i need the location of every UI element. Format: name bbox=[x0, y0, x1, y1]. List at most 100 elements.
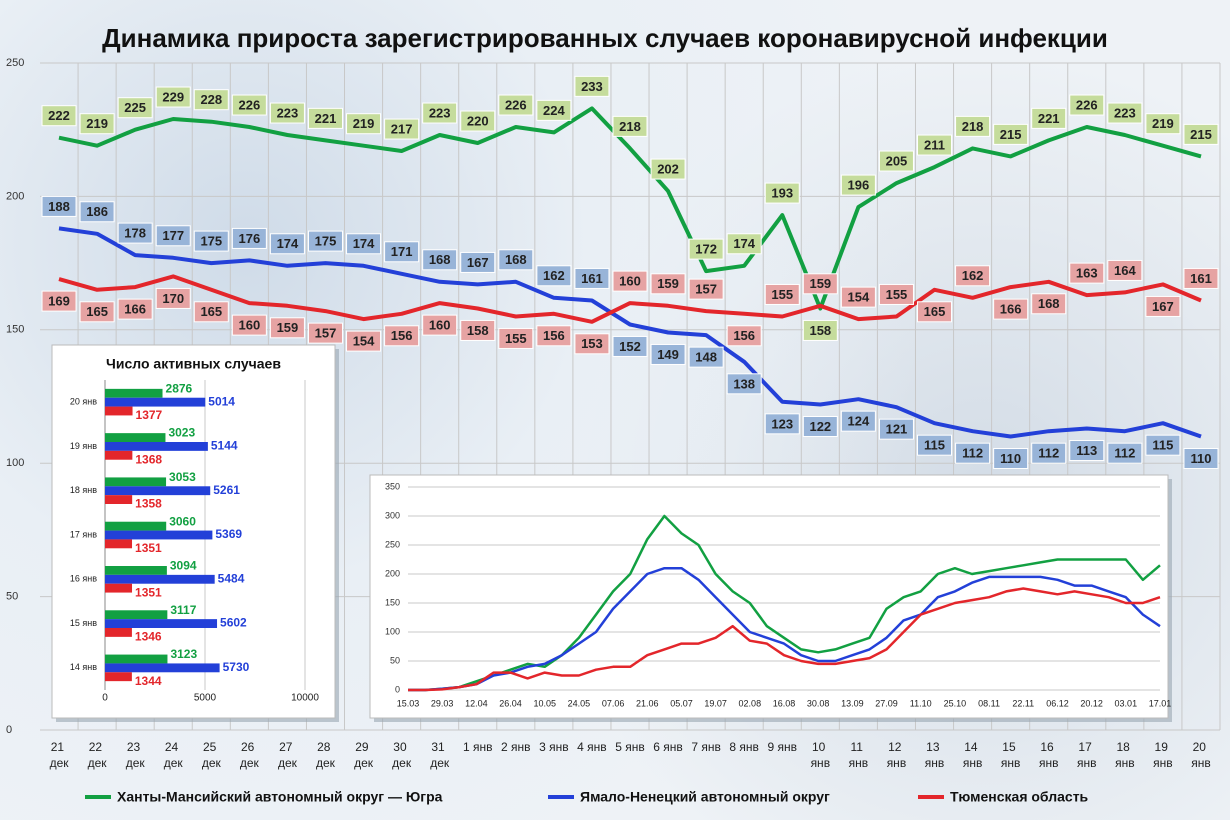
x-tick-label: 2 янв bbox=[501, 740, 531, 754]
y-tick-label: 250 bbox=[385, 539, 400, 549]
bar bbox=[105, 619, 218, 628]
series-line bbox=[58, 106, 1202, 311]
x-tick-label: 13.09 bbox=[841, 698, 864, 708]
data-label-box bbox=[422, 314, 458, 336]
x-tick-label: 26.04 bbox=[499, 698, 522, 708]
data-label: 174 bbox=[353, 236, 375, 251]
data-label-box bbox=[460, 319, 496, 341]
data-label: 156 bbox=[733, 328, 755, 343]
data-label-box bbox=[917, 301, 953, 323]
data-label: 162 bbox=[543, 268, 565, 283]
data-label: 159 bbox=[657, 276, 679, 291]
data-label-box bbox=[764, 413, 800, 435]
data-label-box bbox=[346, 233, 382, 255]
data-label-box bbox=[1069, 262, 1105, 284]
data-label: 149 bbox=[657, 347, 679, 362]
data-label: 170 bbox=[162, 291, 184, 306]
data-label: 177 bbox=[162, 228, 184, 243]
data-label-box bbox=[1183, 267, 1219, 289]
data-label-box bbox=[384, 118, 420, 140]
data-label: 122 bbox=[809, 419, 831, 434]
data-label-box bbox=[422, 249, 458, 271]
inset-panel bbox=[369, 474, 1169, 719]
bar bbox=[105, 397, 206, 407]
data-label: 2876 bbox=[166, 381, 193, 395]
data-label-box bbox=[231, 314, 267, 336]
data-label-box bbox=[1031, 107, 1067, 129]
x-tick-label: 29.03 bbox=[431, 698, 454, 708]
x-tick-label: 31 дек bbox=[430, 740, 450, 770]
data-label: 223 bbox=[429, 105, 451, 120]
data-label: 154 bbox=[848, 290, 870, 305]
data-label-box bbox=[117, 97, 153, 119]
data-label: 215 bbox=[1190, 127, 1212, 142]
data-label: 223 bbox=[1114, 105, 1136, 120]
data-label: 156 bbox=[543, 328, 565, 343]
data-label: 226 bbox=[1076, 97, 1098, 112]
data-label: 219 bbox=[353, 116, 375, 131]
x-tick-label: 30.08 bbox=[807, 698, 830, 708]
data-label: 205 bbox=[886, 153, 908, 168]
x-tick-label: 24.05 bbox=[568, 698, 591, 708]
data-label: 229 bbox=[162, 89, 184, 104]
data-label: 157 bbox=[695, 282, 717, 297]
data-label-box bbox=[612, 335, 648, 357]
bar bbox=[105, 486, 211, 496]
x-tick-label: 0 bbox=[102, 693, 108, 704]
x-tick-label: 11 янв bbox=[849, 740, 869, 770]
data-label: 168 bbox=[505, 252, 527, 267]
data-label-box bbox=[878, 283, 914, 305]
x-tick-label: 9 янв bbox=[768, 740, 798, 754]
data-label-box bbox=[384, 241, 420, 263]
data-label-box bbox=[650, 343, 686, 365]
data-label-box bbox=[764, 283, 800, 305]
series-line bbox=[408, 587, 1161, 692]
bar bbox=[105, 521, 167, 531]
data-label: 110 bbox=[1000, 451, 1021, 466]
x-tick-label: 4 янв bbox=[577, 740, 607, 754]
data-label-box bbox=[802, 416, 838, 438]
data-label-box bbox=[269, 317, 305, 339]
data-label: 110 bbox=[1190, 451, 1211, 466]
y-tick-label: 100 bbox=[385, 626, 400, 636]
data-label: 221 bbox=[315, 111, 337, 126]
data-label: 186 bbox=[86, 204, 108, 219]
data-label-box bbox=[688, 346, 724, 368]
y-tick-label: 50 bbox=[390, 655, 400, 665]
data-label: 211 bbox=[924, 137, 945, 152]
data-label: 3053 bbox=[169, 470, 196, 484]
data-label-box bbox=[878, 418, 914, 440]
y-tick-label: 19 янв bbox=[70, 441, 97, 451]
data-label: 224 bbox=[543, 103, 565, 118]
y-tick-label: 50 bbox=[6, 591, 18, 603]
x-tick-label: 08.11 bbox=[978, 698, 1000, 708]
bar bbox=[105, 433, 166, 442]
data-label: 160 bbox=[429, 318, 451, 333]
chart-title: Динамика прироста зарегистрированных слу… bbox=[102, 23, 1108, 53]
data-label-box bbox=[1145, 295, 1181, 317]
y-tick-label: 200 bbox=[6, 190, 24, 202]
data-label-box bbox=[1107, 102, 1143, 124]
data-label-box bbox=[79, 113, 115, 135]
data-label: 162 bbox=[962, 268, 984, 283]
data-label-box bbox=[840, 174, 876, 196]
x-tick-label: 14 янв bbox=[963, 740, 983, 770]
data-label: 155 bbox=[771, 287, 793, 302]
bar bbox=[105, 574, 215, 584]
x-tick-label: 15 янв bbox=[1001, 740, 1021, 770]
x-tick-label: 10 янв bbox=[811, 740, 831, 770]
data-label: 220 bbox=[467, 113, 489, 128]
data-label: 160 bbox=[239, 318, 261, 333]
data-label-box bbox=[688, 278, 724, 300]
data-label: 1377 bbox=[136, 408, 163, 422]
bar bbox=[105, 610, 168, 620]
x-tick-label: 19 янв bbox=[1153, 740, 1173, 770]
x-tick-label: 6 янв bbox=[653, 740, 683, 754]
series-line bbox=[408, 566, 1161, 692]
data-label: 165 bbox=[86, 304, 108, 319]
x-tick-label: 07.06 bbox=[602, 698, 625, 708]
data-label-box bbox=[346, 330, 382, 352]
data-label: 1346 bbox=[135, 630, 162, 644]
x-tick-label: 30 дек bbox=[392, 740, 412, 770]
data-label: 175 bbox=[315, 234, 337, 249]
